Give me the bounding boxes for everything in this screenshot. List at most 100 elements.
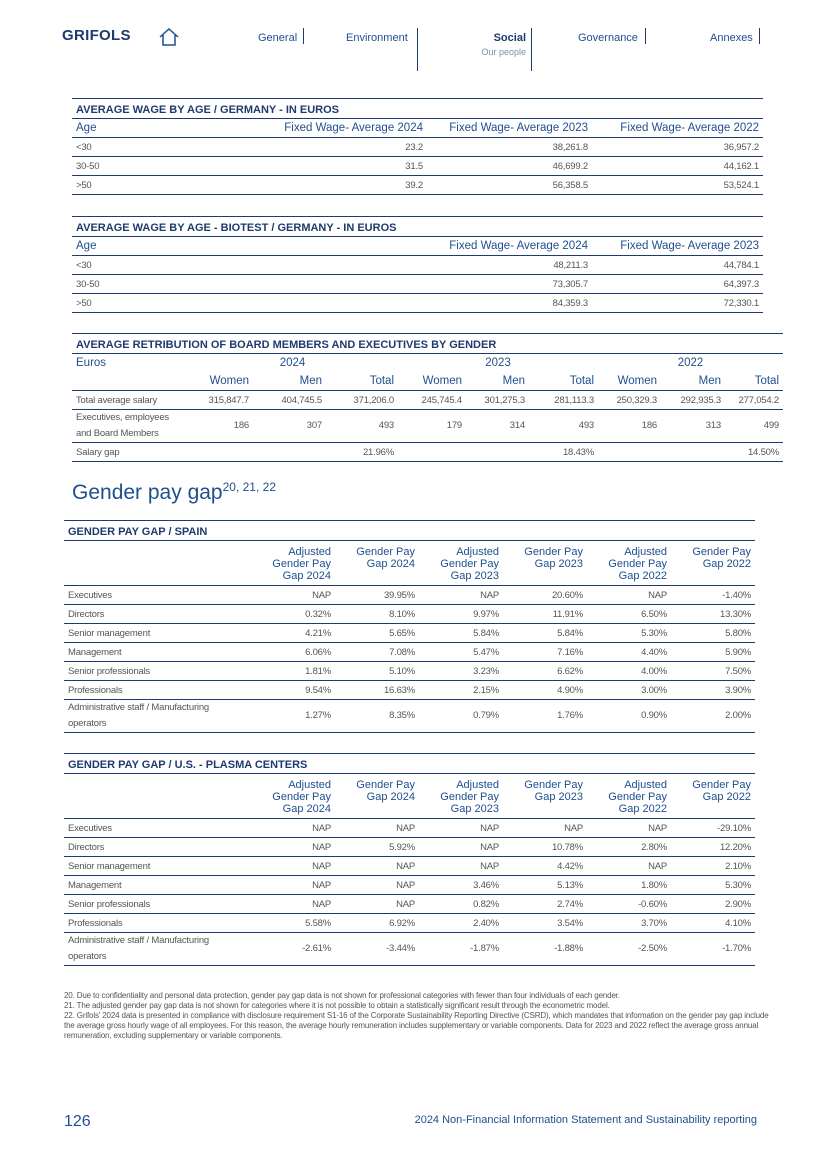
cell: 7.16% [503,642,587,662]
cell: 404,745.5 [253,390,326,410]
row-label: 30-50 [72,156,272,176]
cell: 31.5 [272,156,427,176]
cell: 7.50% [671,661,756,681]
cell: 44,162.1 [592,156,764,176]
cell: 250,329.3 [598,390,661,410]
column-header: Women [398,372,466,391]
column-header: Men [661,372,725,391]
cell: NAP [251,894,335,914]
title-row: AVERAGE WAGE BY AGE / GERMANY - IN EUROS [72,98,764,119]
table-title: AVERAGE WAGE BY AGE - BIOTEST / GERMANY … [72,216,764,237]
row: Senior professionals 1.81% 5.10% 3.23% 6.62%… [64,661,756,681]
nav-link[interactable]: Governance [578,32,638,44]
cell: NAP [419,818,503,838]
row-label: Directors [64,604,251,624]
row: Total average salary 315,847.7 404,745.5 37… [72,390,783,410]
cell: 3.90% [671,680,756,700]
cell: 292,935.3 [661,390,725,410]
cell: 9.54% [251,680,335,700]
cell: 4.90% [503,680,587,700]
cell: 3.23% [419,661,503,681]
cell: 8.35% [335,699,419,733]
cell: 16.63% [335,680,419,700]
cell: -1.88% [503,932,587,966]
nav-label: Social [493,32,526,44]
row-label: >50 [72,175,272,195]
cell: -0.60% [587,894,671,914]
cell: NAP [335,818,419,838]
column-header: Men [466,372,529,391]
nav-link[interactable]: Annexes [710,32,753,44]
row-label: >50 [72,293,424,313]
separator [759,28,760,44]
cell: 499 [725,409,783,443]
column-header: Adjusted Gender Pay Gap 2022 [587,773,671,819]
column-header: Fixed Wage- Average 2023 [592,236,764,256]
footnote: 21. The adjusted gender pay gap data is … [64,1001,610,1010]
row: Salary gap 21.96% 18.43% 14.50% [72,442,783,462]
row: Administrative staff / Manufacturing ope… [64,699,756,733]
cell: 72,330.1 [592,293,764,313]
row: Directors 0.32% 8.10% 9.97% 11.91% 6.50% 13.30… [64,604,756,624]
title-row: AVERAGE RETRIBUTION OF BOARD MEMBERS AND… [72,333,783,354]
cell: 5.30% [587,623,671,643]
home-icon[interactable] [158,27,180,47]
cell: NAP [251,837,335,857]
row: Management 6.06% 7.08% 5.47% 7.16% 4.40% 5.90% [64,642,756,662]
header-row: Adjusted Gender Pay Gap 2024 Gender Pay G… [64,540,756,586]
row: 30-50 31.5 46,699.2 44,162.1 [72,156,764,176]
header-row: Women Men Total Women Men Total Women Men Total [72,372,783,391]
cell: 39.95% [335,585,419,605]
cell: 53,524.1 [592,175,764,195]
cell: 186 [187,409,253,443]
nav-link[interactable]: Social Our people [478,32,526,57]
footer-text: 2024 Non-Financial Information Statement… [414,1114,757,1126]
cell: 5.10% [335,661,419,681]
blank [72,372,187,391]
cell: 5.30% [671,875,755,895]
column-header: Gender Pay Gap 2022 [671,540,756,586]
row: Senior professionals NAP NAP 0.82% 2.74% -0.6… [64,894,755,914]
cell: 281,113.3 [529,390,598,410]
blank [64,540,251,586]
blank [64,773,251,819]
nav-link[interactable]: General [258,32,298,44]
row-label: <30 [72,137,272,157]
column-header: Fixed Wage- Average 2023 [427,118,592,138]
cell: 1.81% [251,661,335,681]
column-header: Adjusted Gender Pay Gap 2023 [419,773,503,819]
cell: 36,957.2 [592,137,764,157]
cell: 84,359.3 [424,293,592,313]
cell: 307 [253,409,326,443]
cell: 301,275.3 [466,390,529,410]
column-header: Fixed Wage- Average 2024 [424,236,592,256]
row: >50 84,359.3 72,330.1 [72,293,764,313]
cell: 18.43% [398,442,598,462]
cell: -1.40% [671,585,756,605]
cell: NAP [335,856,419,876]
nav-link[interactable]: Environment [346,32,408,44]
cell: 12.20% [671,837,755,857]
row-label: <30 [72,255,424,275]
column-header: Age [72,236,424,256]
row: Administrative staff / Manufacturing ope… [64,932,755,966]
cell: 3.54% [503,913,587,933]
row-label: Management [64,642,251,662]
column-header: Gender Pay Gap 2022 [671,773,755,819]
cell: 13.30% [671,604,756,624]
row: <30 48,211.3 44,784.1 [72,255,764,275]
cell: 4.00% [587,661,671,681]
cell: NAP [503,818,587,838]
cell: 5.90% [671,642,756,662]
cell: 10.78% [503,837,587,857]
cell: 2.10% [671,856,755,876]
cell: 2.74% [503,894,587,914]
cell: 179 [398,409,466,443]
row: Management NAP NAP 3.46% 5.13% 1.80% 5.30% [64,875,755,895]
cell: 277,054.2 [725,390,783,410]
column-header: Total [725,372,783,391]
column-header: Gender Pay Gap 2023 [503,540,587,586]
cell: 21.96% [187,442,398,462]
table-title: AVERAGE WAGE BY AGE / GERMANY - IN EUROS [72,98,764,119]
row-label: Administrative staff / Manufacturing ope… [64,932,251,966]
